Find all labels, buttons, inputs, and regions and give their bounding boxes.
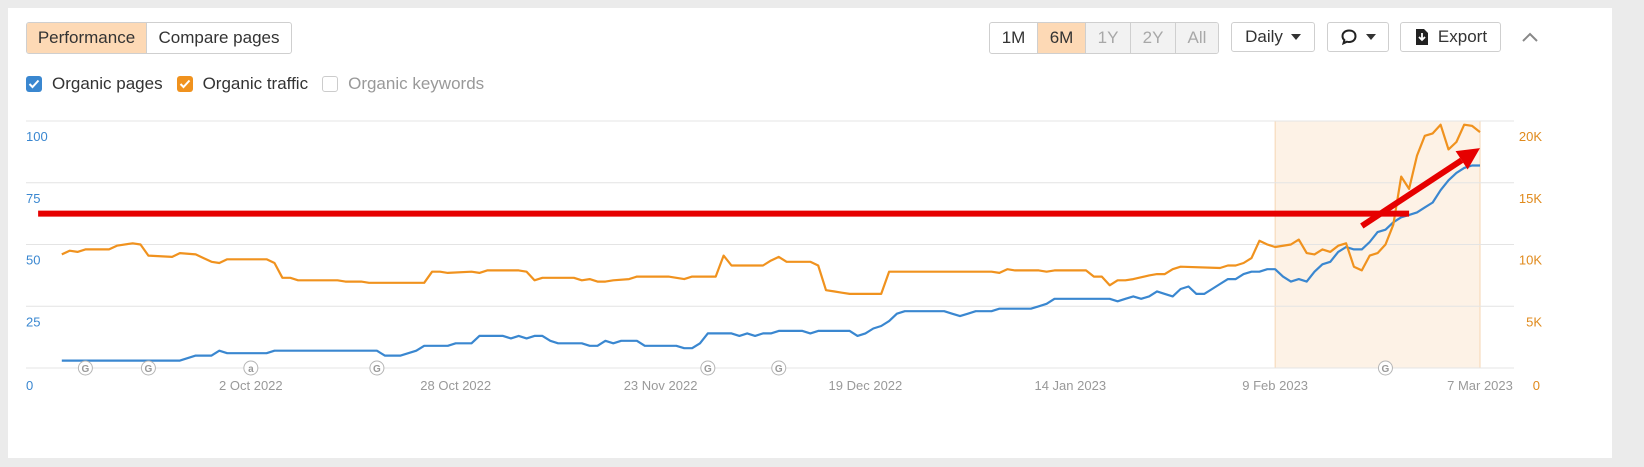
y-left-tick-label: 100 bbox=[26, 129, 48, 144]
legend-item-organic-traffic[interactable]: Organic traffic bbox=[176, 74, 309, 94]
red-annotation-arrow-head bbox=[1455, 148, 1480, 170]
chevron-down-icon bbox=[1290, 34, 1301, 40]
google-update-marker: G bbox=[771, 360, 787, 376]
marker-label: G bbox=[373, 364, 381, 375]
chevron-down-icon bbox=[1366, 34, 1376, 40]
x-tick-label: 7 Mar 2023 bbox=[1447, 378, 1513, 393]
legend-item-organic-pages[interactable]: Organic pages bbox=[26, 74, 163, 94]
x-tick-label: 2 Oct 2022 bbox=[219, 378, 283, 393]
red-annotation-arrow-shaft bbox=[1360, 157, 1464, 229]
legend-label: Organic pages bbox=[52, 74, 163, 93]
series-line-organic-traffic bbox=[61, 123, 1481, 295]
google-update-marker: G bbox=[700, 360, 716, 376]
y-left-tick-label: 25 bbox=[26, 314, 40, 329]
legend-label: Organic traffic bbox=[202, 74, 309, 93]
y-right-tick-label: 10K bbox=[1519, 253, 1542, 268]
y-left-tick-label: 75 bbox=[26, 191, 40, 206]
marker-circle bbox=[369, 360, 385, 376]
series-legend: Organic pages Organic traffic Organic ke… bbox=[26, 74, 498, 94]
y-right-tick-label: 0 bbox=[1533, 378, 1540, 393]
google-update-marker: G bbox=[140, 360, 156, 376]
x-tick-label: 19 Dec 2022 bbox=[829, 378, 903, 393]
export-label: Export bbox=[1437, 27, 1488, 46]
marker-label: G bbox=[704, 364, 712, 375]
range-all-button[interactable]: All bbox=[1176, 23, 1218, 53]
marker-circle bbox=[140, 360, 156, 376]
y-left-tick-label: 0 bbox=[26, 378, 33, 393]
interval-dropdown[interactable]: Daily bbox=[1231, 22, 1315, 52]
marker-circle bbox=[771, 360, 787, 376]
legend-item-organic-keywords[interactable]: Organic keywords bbox=[322, 74, 484, 94]
marker-label: G bbox=[145, 364, 153, 375]
legend-label: Organic keywords bbox=[348, 74, 485, 93]
marker-circle bbox=[1377, 360, 1393, 376]
marker-circle bbox=[243, 360, 259, 376]
series-line-organic-pages bbox=[61, 164, 1480, 362]
tab-compare-pages[interactable]: Compare pages bbox=[158, 28, 280, 47]
marker-label: G bbox=[775, 364, 783, 375]
x-tick-label: 9 Feb 2023 bbox=[1242, 378, 1308, 393]
google-update-marker: G bbox=[1377, 360, 1393, 376]
download-file-icon bbox=[1415, 29, 1428, 45]
checkbox-checked-icon[interactable] bbox=[176, 76, 193, 92]
annotation-marker: a bbox=[243, 360, 259, 376]
y-left-tick-label: 50 bbox=[26, 253, 40, 268]
range-6m-button[interactable]: 6M bbox=[1038, 23, 1086, 53]
tab-performance[interactable]: Performance bbox=[27, 23, 147, 53]
range-1m-button[interactable]: 1M bbox=[990, 23, 1038, 53]
marker-circle bbox=[77, 360, 93, 376]
interval-label: Daily bbox=[1245, 27, 1283, 46]
checkbox-checked-icon[interactable] bbox=[26, 76, 42, 92]
checkbox-unchecked-icon[interactable] bbox=[322, 76, 339, 92]
annotations-dropdown[interactable] bbox=[1327, 22, 1389, 52]
marker-label: a bbox=[248, 364, 254, 375]
x-tick-label: 14 Jan 2023 bbox=[1034, 378, 1106, 393]
google-update-marker: G bbox=[369, 360, 385, 376]
export-button[interactable]: Export bbox=[1400, 22, 1501, 52]
collapse-chevron-up-icon[interactable] bbox=[1519, 28, 1541, 46]
comment-icon bbox=[1341, 29, 1357, 46]
y-right-tick-label: 20K bbox=[1519, 129, 1542, 144]
marker-label: G bbox=[1382, 364, 1390, 375]
range-1y-button[interactable]: 1Y bbox=[1086, 23, 1131, 53]
x-tick-label: 23 Nov 2022 bbox=[624, 378, 698, 393]
y-right-tick-label: 15K bbox=[1519, 191, 1542, 206]
google-update-marker: G bbox=[77, 360, 93, 376]
view-tabs: Performance Compare pages bbox=[26, 22, 292, 54]
marker-circle bbox=[700, 360, 716, 376]
range-selector: 1M 6M 1Y 2Y All bbox=[989, 22, 1219, 54]
y-right-tick-label: 5K bbox=[1526, 314, 1542, 329]
marker-label: G bbox=[82, 364, 90, 375]
x-tick-label: 28 Oct 2022 bbox=[420, 378, 491, 393]
range-2y-button[interactable]: 2Y bbox=[1131, 23, 1176, 53]
